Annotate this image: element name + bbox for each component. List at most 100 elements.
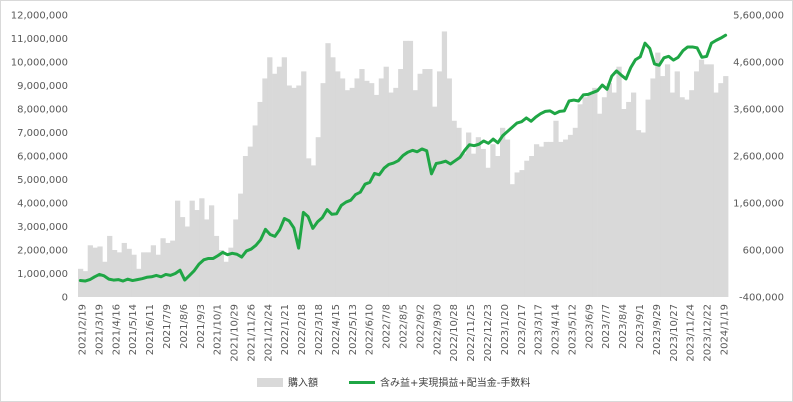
bar (257, 101, 263, 297)
left-axis-tick-label: 1,000,000 (17, 269, 68, 280)
line-layer (78, 33, 728, 283)
x-axis-tick-label: 2023/4/14 (551, 304, 562, 355)
bar (684, 99, 690, 297)
bar (597, 113, 603, 297)
bar (126, 248, 132, 297)
bar (645, 99, 651, 297)
bar (577, 104, 583, 297)
x-axis-tick-label: 2022/10/28 (449, 304, 460, 362)
bar (500, 127, 506, 297)
x-axis-tick-label: 2023/6/9 (584, 304, 595, 349)
bar (504, 139, 511, 297)
x-axis-tick-label: 2023/3/17 (534, 304, 545, 355)
bar (87, 245, 93, 297)
bar (461, 153, 467, 297)
bar (446, 78, 452, 297)
bar (694, 71, 700, 298)
bar (339, 78, 346, 297)
bar (272, 73, 278, 297)
x-axis-tick-label: 2021/8/6 (179, 304, 190, 349)
bar (160, 238, 166, 297)
bar (121, 242, 127, 297)
bar (373, 94, 380, 298)
x-axis-tick-label: 2022/9/2 (415, 304, 426, 349)
bar (470, 153, 477, 297)
bar (131, 254, 137, 297)
x-axis-tick-label: 2022/4/15 (331, 304, 342, 355)
bar (349, 87, 355, 297)
bar (417, 73, 423, 297)
bar (582, 97, 588, 297)
bar (718, 83, 724, 298)
bar (436, 71, 443, 298)
x-axis-tick-label: 2021/12/24 (263, 304, 274, 362)
bar (558, 141, 564, 297)
bar (223, 261, 229, 297)
x-axis-tick-label: 2021/4/16 (111, 304, 122, 355)
bar (655, 52, 661, 297)
left-axis-tick-label: 3,000,000 (17, 222, 68, 233)
bar (310, 165, 317, 297)
bar (466, 132, 472, 297)
bar (262, 78, 268, 297)
bar (563, 139, 569, 297)
x-axis-tick-label: 2021/10/1 (213, 304, 224, 355)
bar (611, 92, 617, 297)
right-axis-tick-label: 4,600,000 (733, 58, 784, 69)
bar (359, 69, 365, 297)
bar (179, 217, 186, 297)
bar (320, 83, 326, 298)
x-axis-tick-label: 2022/3/18 (314, 304, 325, 355)
left-axis-tick-label: 7,000,000 (17, 128, 68, 139)
bar (698, 59, 705, 298)
bar (485, 167, 491, 297)
bar (335, 71, 341, 298)
bar (626, 101, 632, 297)
bar (228, 247, 234, 297)
bar (354, 78, 360, 297)
bar (325, 43, 331, 298)
bar (398, 69, 404, 297)
bar (141, 252, 147, 297)
x-axis-tick-label: 2022/12/23 (483, 304, 494, 362)
right-axis-tick-label: -400,000 (739, 293, 784, 304)
right-axis-tick-label: 600,000 (743, 246, 784, 257)
right-axis-tick-label: 5,600,000 (733, 11, 784, 22)
legend-label-profit: 含み益+実現損益+配当金-手数料 (380, 376, 530, 389)
bar (189, 200, 195, 297)
bar (199, 198, 205, 297)
left-axis-ticks: 0 1,000,000 2,000,000 3,000,000 4,000,000 5,0… (11, 11, 68, 304)
bar (529, 156, 535, 297)
bar (344, 90, 351, 297)
left-axis-tick-label: 10,000,000 (11, 58, 68, 69)
bar (281, 57, 287, 297)
x-axis-tick-label: 2023/1/20 (500, 304, 511, 355)
bar (218, 250, 224, 297)
bar (296, 85, 302, 297)
bar (242, 156, 249, 297)
bar (82, 271, 89, 297)
x-axis-tick-label: 2023/5/12 (567, 304, 578, 355)
bar (286, 85, 292, 297)
bar (509, 184, 515, 297)
bar (208, 205, 215, 297)
bar (102, 261, 108, 297)
x-axis-tick-label: 2022/11/25 (466, 304, 477, 362)
bar (669, 92, 676, 297)
legend-swatch-purchase (257, 378, 283, 387)
x-axis-tick-label: 2022/7/8 (382, 304, 393, 349)
bar (422, 69, 428, 297)
series-line-profit (78, 33, 728, 283)
x-axis-tick-label: 2023/7/7 (601, 304, 612, 349)
bar (640, 132, 646, 297)
right-axis-tick-label: 3,600,000 (733, 105, 784, 116)
x-axis-tick-label: 2021/5/14 (128, 304, 139, 355)
bar (175, 200, 181, 297)
bar (674, 71, 680, 298)
legend-label-purchase: 購入額 (288, 376, 318, 389)
bar (315, 137, 321, 297)
bar (116, 252, 123, 297)
bar (107, 235, 113, 297)
bar (233, 219, 239, 297)
